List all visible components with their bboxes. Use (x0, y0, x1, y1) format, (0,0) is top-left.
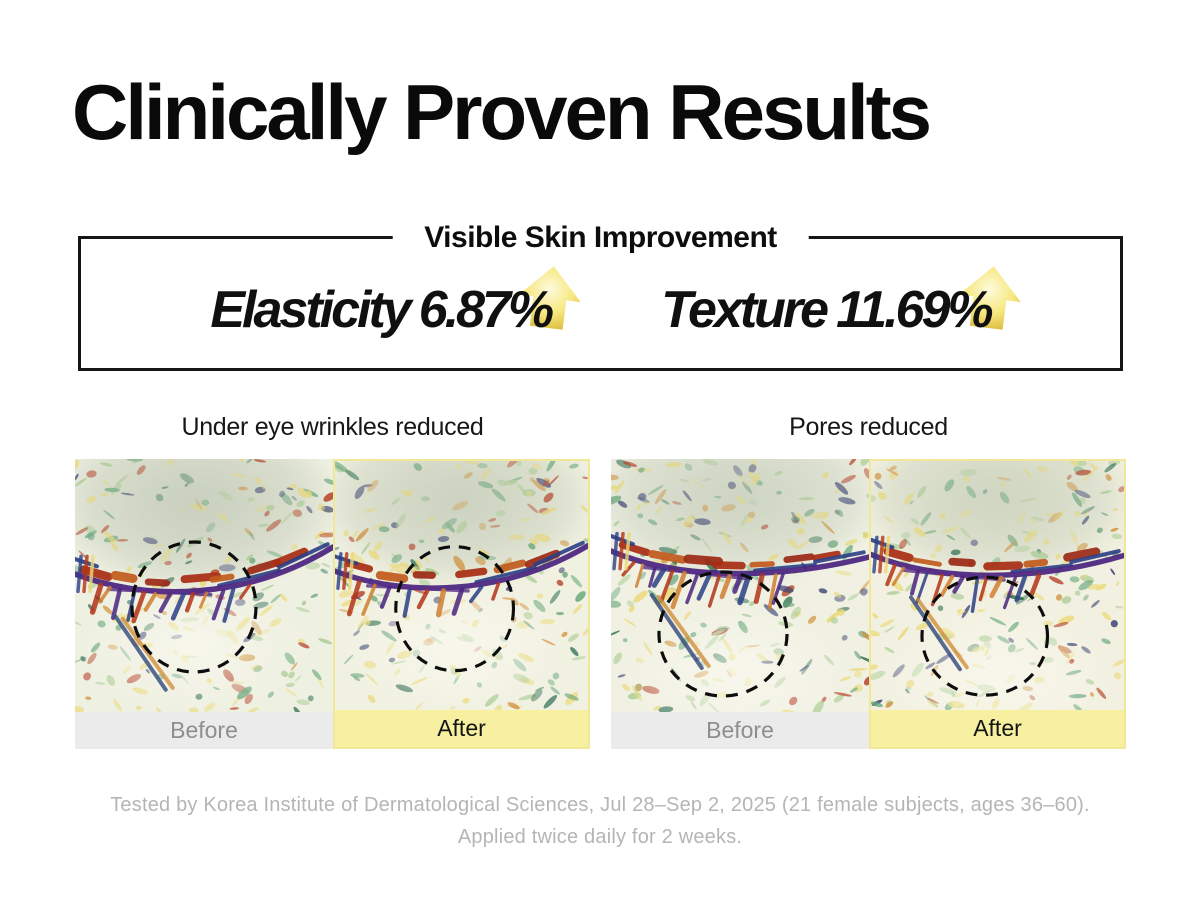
after-caption: After (335, 710, 588, 747)
after-caption: After (871, 710, 1124, 747)
skin-improvement-box: Visible Skin Improvement Elasticity 6.87% (78, 217, 1123, 371)
after-panel: After (869, 459, 1126, 749)
footnote-line2: Applied twice daily for 2 weeks. (457, 825, 743, 848)
before-panel: Before (75, 459, 333, 749)
stat-texture: Texture 11.69% (661, 265, 1021, 340)
footnote-line1: Tested by Korea Institute of Dermatologi… (110, 794, 1090, 816)
before-caption: Before (75, 712, 333, 749)
stat-text: Elasticity 6.87% (210, 280, 554, 340)
stat-text: Texture 11.69% (661, 280, 994, 340)
before-after-pair: Before After (75, 459, 590, 749)
increase-arrow-icon (519, 265, 581, 330)
stat-label: Elasticity (210, 280, 411, 339)
comparison-title: Pores reduced (789, 413, 948, 441)
skin-analysis-image-before (75, 459, 333, 712)
stats-row: Elasticity 6.87% Texture 11.69% (81, 239, 1120, 368)
skin-analysis-image-after (335, 461, 588, 710)
stat-value: 11.69% (836, 280, 994, 339)
increase-arrow-icon (958, 265, 1021, 330)
page-title: Clinically Proven Results (72, 68, 932, 156)
stat-label: Texture (661, 280, 829, 339)
before-panel: Before (611, 459, 869, 749)
comparison-title: Under eye wrinkles reduced (181, 413, 484, 441)
comparison-section: Under eye wrinkles reduced Before After … (75, 412, 1126, 749)
stat-value: 6.87% (418, 280, 554, 339)
after-panel: After (333, 459, 590, 749)
comparison-pores: Pores reduced Before After (611, 412, 1126, 749)
before-caption: Before (611, 712, 869, 749)
before-after-pair: Before After (611, 459, 1126, 749)
skin-analysis-image-before (611, 459, 869, 712)
stat-elasticity: Elasticity 6.87% (210, 265, 581, 340)
box-title: Visible Skin Improvement (392, 217, 809, 259)
footnote: Tested by Korea Institute of Dermatologi… (0, 790, 1200, 853)
comparison-under-eye: Under eye wrinkles reduced Before After (75, 412, 590, 749)
skin-analysis-image-after (871, 461, 1124, 710)
